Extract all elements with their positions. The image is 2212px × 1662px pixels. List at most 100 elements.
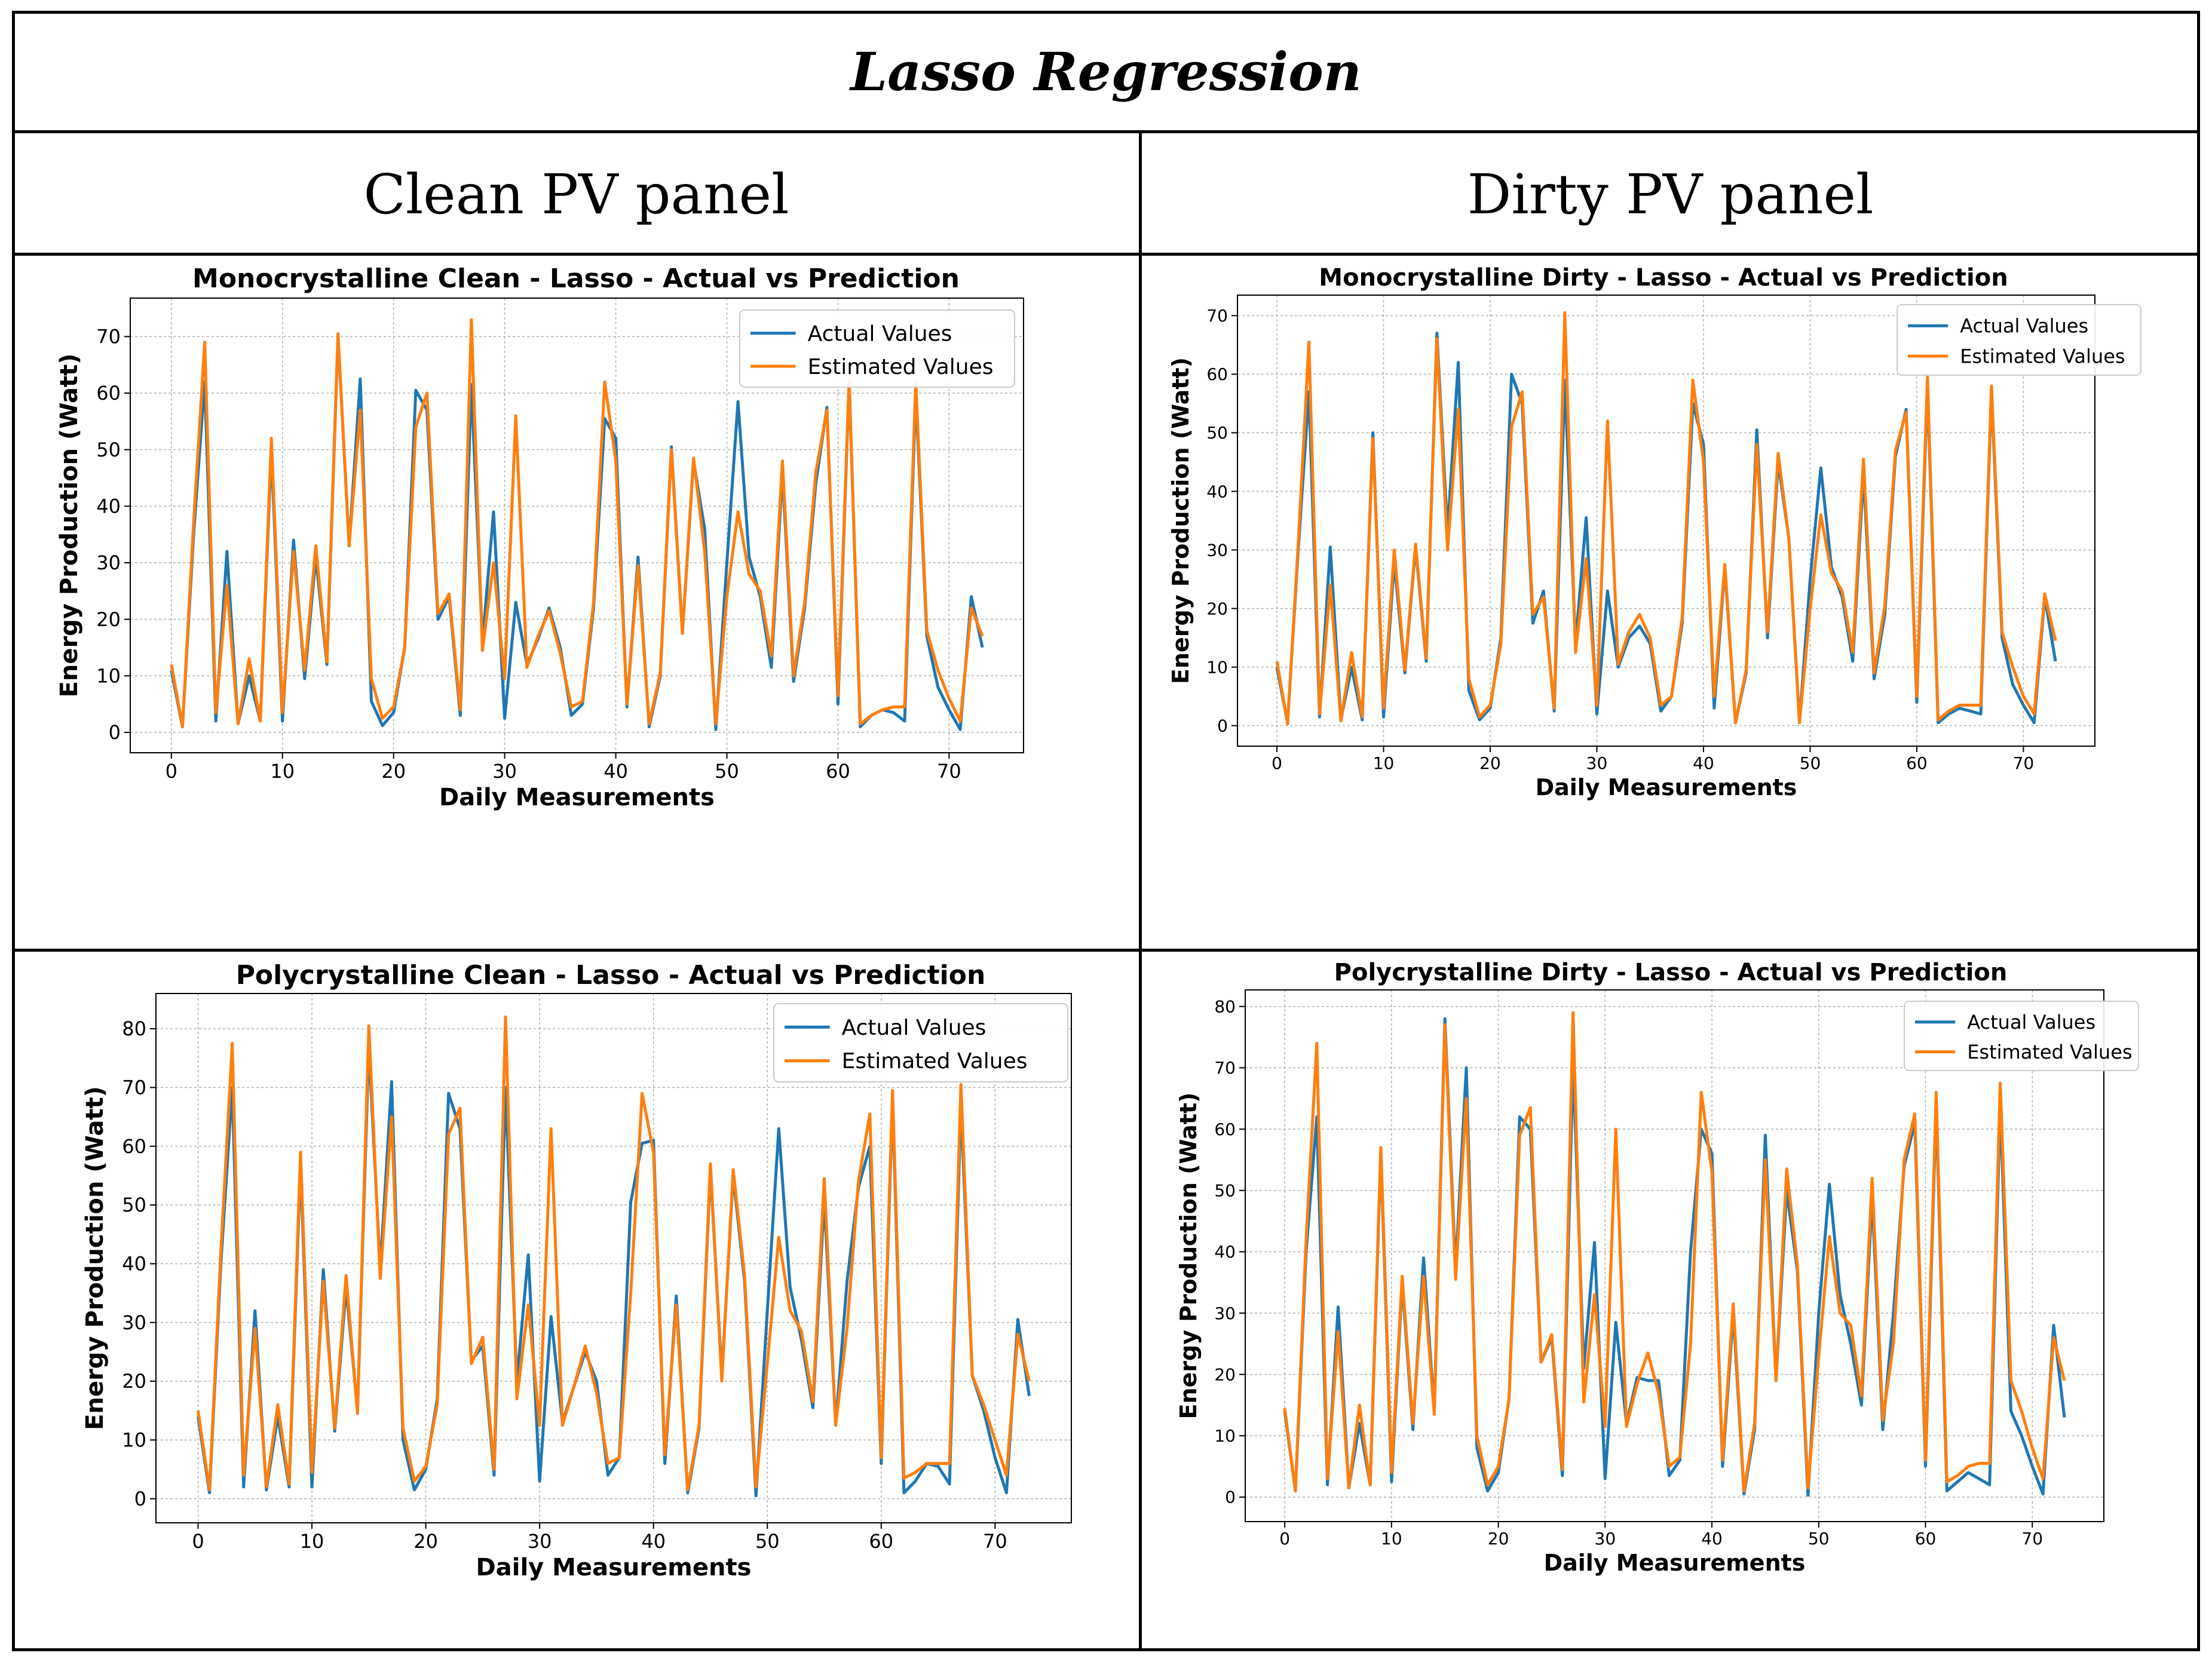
x-tick-label: 20 — [1479, 753, 1501, 773]
x-tick-label: 0 — [1279, 1529, 1290, 1548]
figure-frame — [12, 11, 2200, 1651]
divider-middle — [12, 949, 2200, 952]
y-axis-label: Energy Production (Watt) — [1175, 1092, 1202, 1419]
x-tick-label: 40 — [603, 760, 628, 783]
chart-mono-clean: Monocrystalline Clean - Lasso - Actual v… — [56, 263, 1024, 811]
plot-border — [130, 298, 1024, 753]
y-tick-label: 70 — [1206, 306, 1228, 326]
x-axis-label: Daily Measurements — [1536, 774, 1797, 801]
x-tick-label: 0 — [192, 1530, 204, 1553]
y-tick-label: 10 — [1214, 1426, 1236, 1446]
legend-box — [773, 1003, 1068, 1083]
y-tick-label: 10 — [96, 664, 121, 687]
x-tick-label: 10 — [270, 760, 295, 783]
series-estimated-line — [197, 1015, 1031, 1492]
y-tick-label: 20 — [1214, 1364, 1236, 1384]
y-tick-label: 60 — [1206, 364, 1228, 384]
x-tick-label: 30 — [528, 1530, 552, 1553]
y-tick-label: 50 — [1214, 1180, 1236, 1200]
y-tick-label: 20 — [122, 1370, 146, 1393]
legend: Actual Values Estimated Values — [773, 1003, 1068, 1083]
y-tick-label: 0 — [134, 1488, 146, 1510]
plot-border — [1237, 295, 2095, 747]
y-tick-label: 60 — [96, 382, 121, 404]
divider-vertical — [1139, 130, 1142, 1651]
legend-box — [739, 309, 1015, 388]
chart-poly-clean: Polycrystalline Clean - Lasso - Actual v… — [81, 960, 1072, 1581]
y-tick-label: 50 — [122, 1194, 146, 1216]
chart-title: Monocrystalline Dirty - Lasso - Actual v… — [1319, 264, 2008, 292]
x-tick-label: 40 — [1693, 753, 1714, 773]
y-axis-label: Energy Production (Watt) — [81, 1086, 109, 1430]
y-tick-label: 70 — [96, 326, 121, 348]
legend-label-actual: Actual Values — [842, 1016, 986, 1040]
legend-label-estimated: Estimated Values — [1960, 345, 2125, 367]
x-tick-label: 40 — [641, 1530, 666, 1553]
y-tick-label: 60 — [122, 1135, 146, 1158]
series-estimated-line — [1283, 1011, 2066, 1493]
legend: Actual Values Estimated Values — [739, 309, 1015, 388]
plot-border — [1245, 989, 2104, 1522]
divider-top — [12, 130, 2200, 133]
figure-title: Lasso Regression — [850, 41, 1362, 103]
x-tick-label: 60 — [1915, 1529, 1937, 1548]
y-tick-label: 50 — [96, 439, 121, 461]
x-tick-label: 70 — [2021, 1529, 2043, 1548]
y-tick-label: 30 — [1214, 1304, 1236, 1323]
x-tick-label: 60 — [869, 1530, 893, 1553]
y-tick-label: 50 — [1206, 423, 1228, 443]
y-axis-label: Energy Production (Watt) — [1168, 357, 1194, 684]
y-tick-label: 40 — [1214, 1242, 1236, 1262]
y-tick-label: 20 — [96, 608, 121, 631]
x-tick-label: 50 — [1800, 753, 1821, 773]
y-tick-label: 80 — [1214, 997, 1236, 1017]
chart-mono-dirty: Monocrystalline Dirty - Lasso - Actual v… — [1168, 264, 2141, 801]
x-tick-label: 70 — [2013, 753, 2035, 773]
y-axis-label: Energy Production (Watt) — [56, 354, 83, 698]
legend-label-actual: Actual Values — [808, 321, 952, 346]
y-tick-label: 70 — [122, 1077, 146, 1099]
y-tick-label: 70 — [1214, 1058, 1236, 1078]
x-tick-label: 0 — [166, 760, 177, 783]
legend-label-estimated: Estimated Values — [808, 355, 994, 379]
y-tick-label: 30 — [122, 1311, 146, 1334]
legend-label-actual: Actual Values — [1967, 1011, 2095, 1034]
x-tick-label: 20 — [381, 760, 406, 783]
x-axis-label: Daily Measurements — [476, 1554, 752, 1581]
x-tick-label: 10 — [300, 1530, 324, 1553]
legend: Actual Values Estimated Values — [1897, 304, 2141, 376]
y-tick-label: 40 — [1206, 482, 1228, 501]
series-estimated-line — [170, 318, 984, 728]
series-estimated-line — [1275, 311, 2057, 726]
legend: Actual Values Estimated Values — [1904, 1001, 2139, 1071]
x-tick-label: 70 — [937, 760, 961, 783]
y-tick-label: 0 — [1225, 1488, 1236, 1507]
x-tick-label: 20 — [413, 1530, 438, 1553]
chart-title: Polycrystalline Clean - Lasso - Actual v… — [236, 960, 986, 991]
x-tick-label: 10 — [1373, 753, 1395, 773]
x-tick-label: 50 — [715, 760, 739, 783]
y-tick-label: 80 — [122, 1017, 146, 1040]
x-tick-label: 60 — [1906, 753, 1928, 773]
x-tick-label: 30 — [492, 760, 517, 783]
x-tick-label: 70 — [983, 1530, 1007, 1553]
y-tick-label: 40 — [122, 1253, 146, 1275]
y-tick-label: 40 — [96, 495, 121, 518]
legend-label-actual: Actual Values — [1960, 315, 2088, 338]
y-tick-label: 20 — [1206, 599, 1228, 618]
x-axis-label: Daily Measurements — [1544, 1550, 1806, 1576]
x-tick-label: 50 — [755, 1530, 780, 1553]
y-tick-label: 0 — [109, 721, 121, 744]
legend-box — [1897, 304, 2141, 376]
chart-poly-dirty: Polycrystalline Dirty - Lasso - Actual v… — [1175, 959, 2139, 1576]
x-tick-label: 60 — [826, 760, 850, 783]
x-tick-label: 0 — [1272, 753, 1282, 773]
y-tick-label: 60 — [1214, 1120, 1236, 1139]
plot-area — [1245, 990, 2104, 1522]
chart-title: Polycrystalline Dirty - Lasso - Actual v… — [1334, 959, 2008, 986]
x-tick-label: 50 — [1808, 1529, 1830, 1548]
y-tick-label: 30 — [1206, 540, 1228, 560]
column-header-clean: Clean PV panel — [363, 162, 789, 226]
legend-label-estimated: Estimated Values — [842, 1049, 1028, 1074]
legend-label-estimated: Estimated Values — [1967, 1041, 2132, 1063]
